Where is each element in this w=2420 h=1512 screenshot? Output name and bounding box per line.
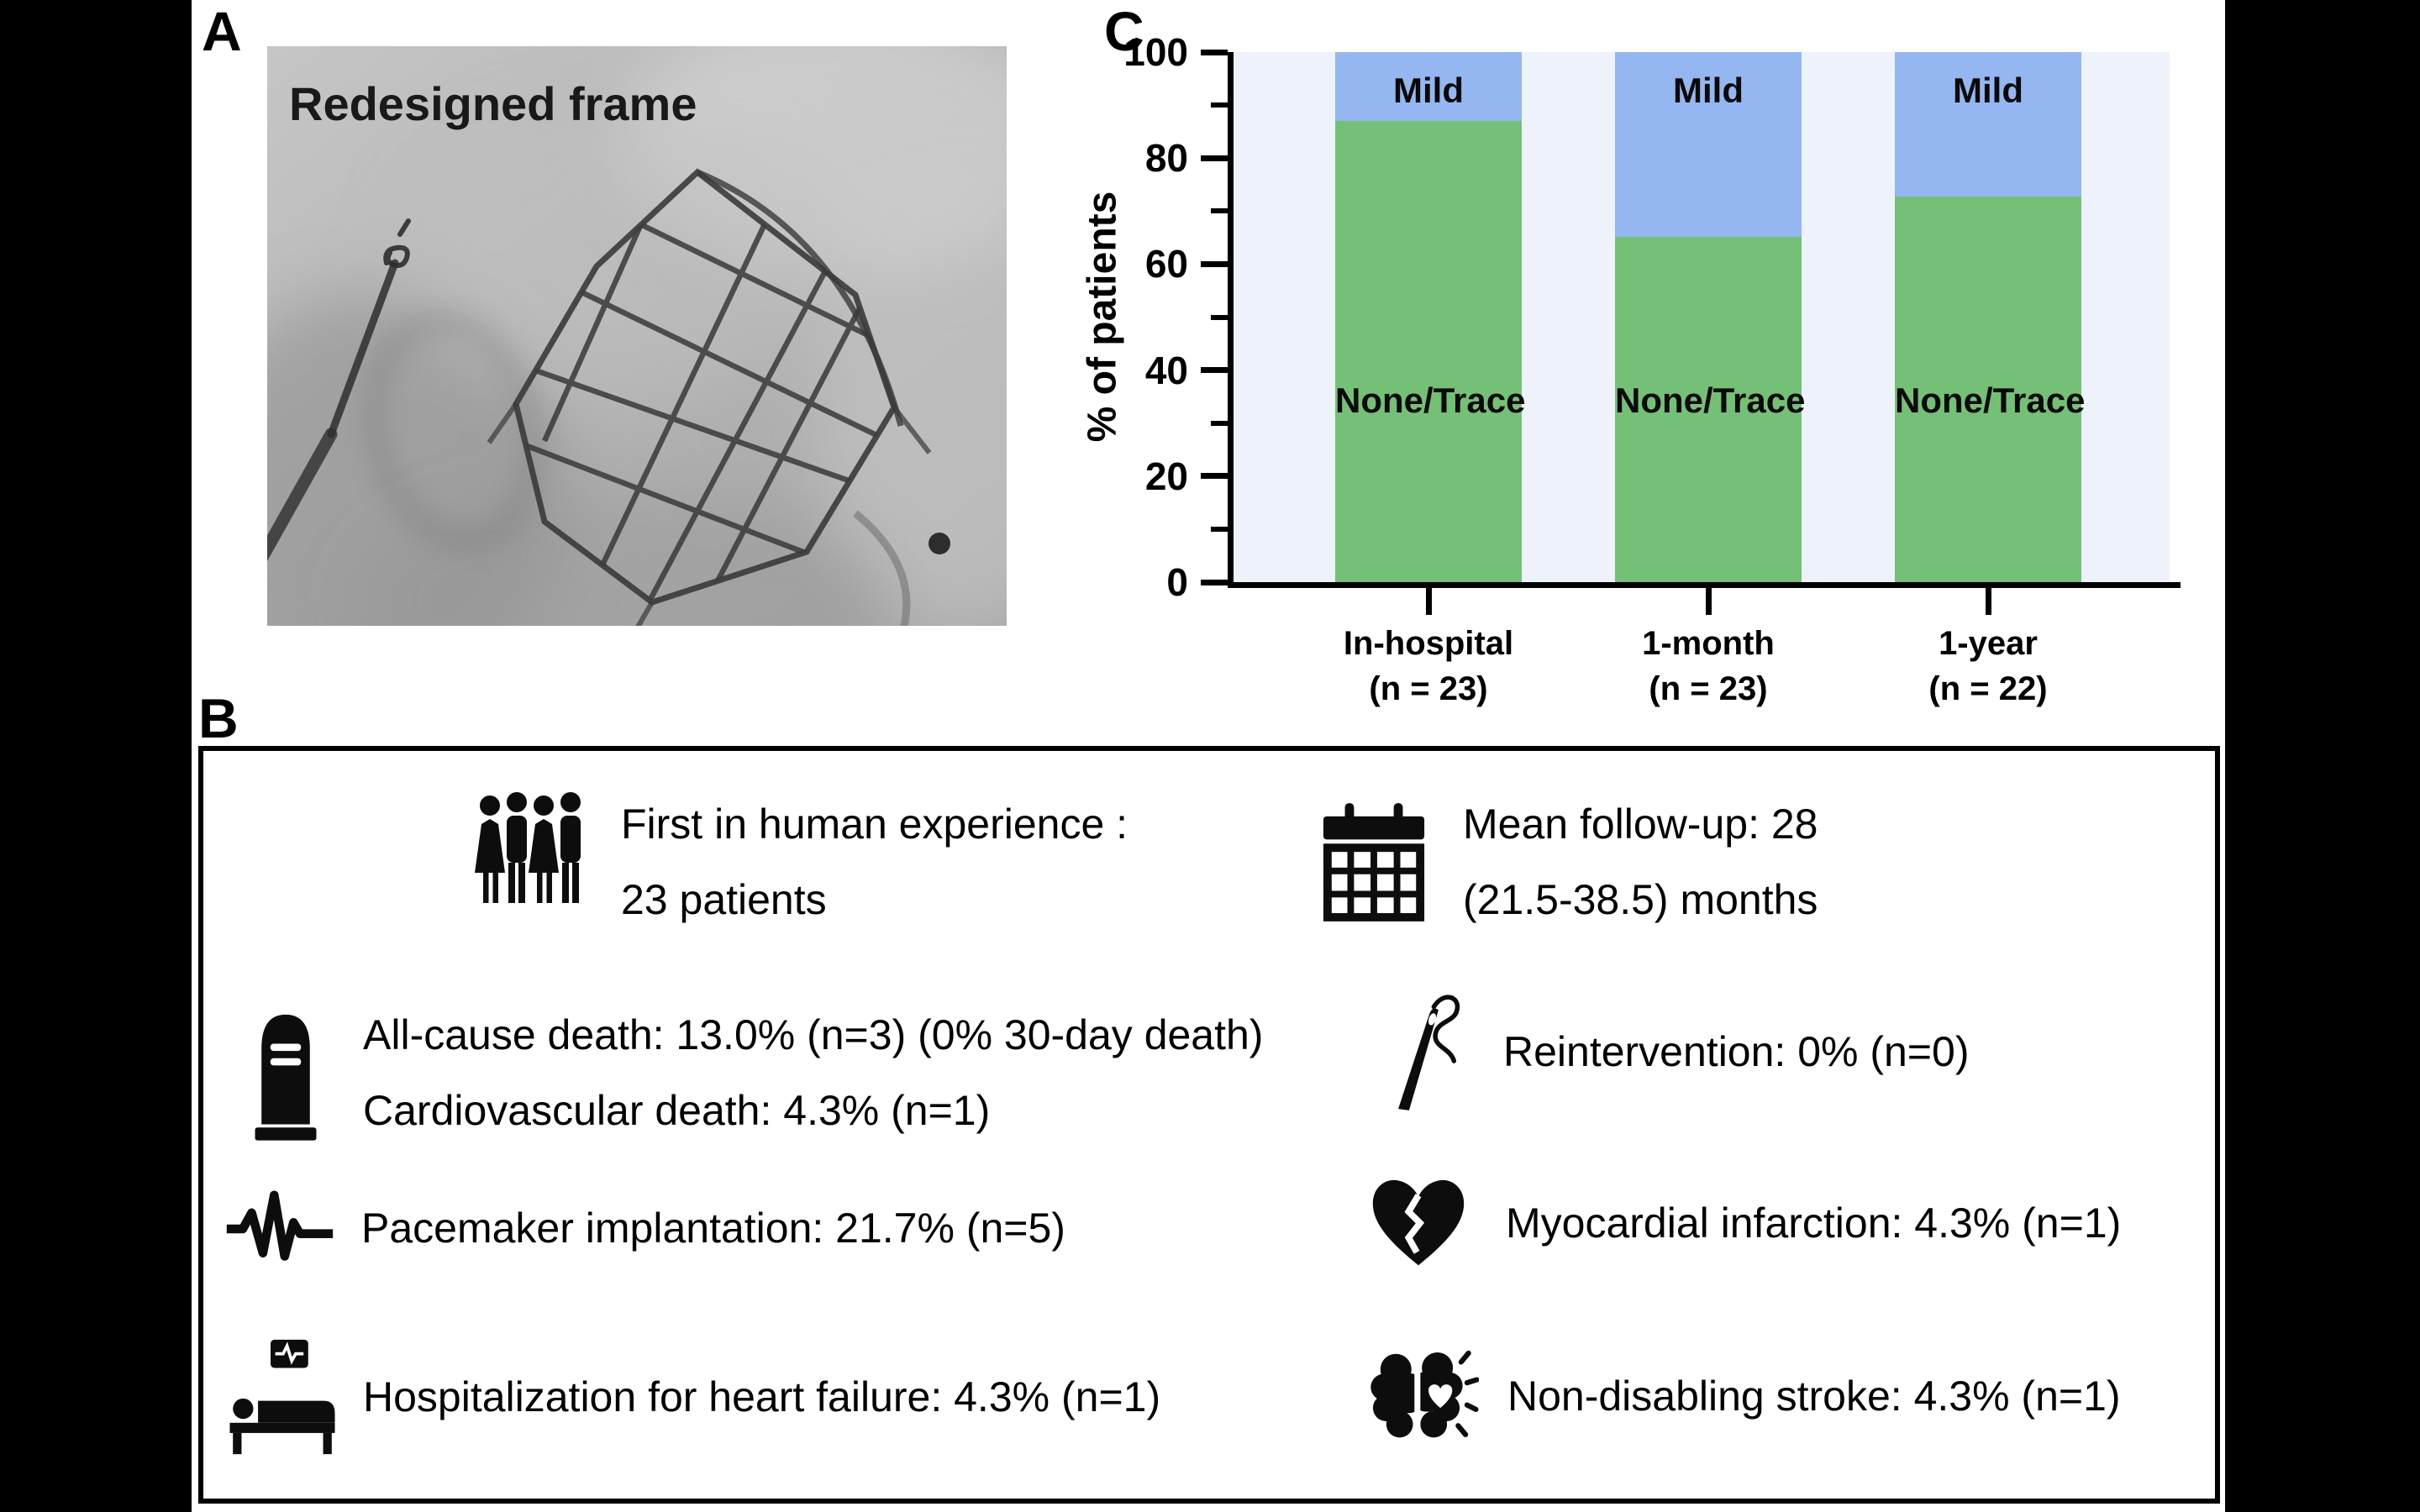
brain-stroke-icon bbox=[1370, 1347, 1479, 1441]
x-category-n: (n = 22) bbox=[1928, 670, 2048, 707]
outcome-item-reintervention: Reintervention: 0% (n=0) bbox=[1389, 984, 1969, 1119]
stacked-bar: Mild None/Trace bbox=[1615, 52, 1806, 582]
panel-a-label: A bbox=[202, 0, 242, 62]
outcome-line: All-cause death: 13.0% (n=3) (0% 30-day … bbox=[363, 1011, 1264, 1058]
y-tick-label: 100 bbox=[1123, 30, 1188, 74]
y-minor-tick bbox=[1211, 526, 1228, 532]
outcome-item-mi: Myocardial infarction: 4.3% (n=1) bbox=[1368, 1168, 2121, 1278]
outcome-line: Myocardial infarction: 4.3% (n=1) bbox=[1506, 1200, 2122, 1247]
y-major-tick bbox=[1201, 260, 1228, 267]
y-tick-label: 40 bbox=[1144, 348, 1188, 392]
y-major-tick bbox=[1201, 367, 1228, 374]
bar-segment-mild bbox=[1335, 52, 1522, 122]
y-major-tick bbox=[1201, 473, 1228, 480]
outcome-line: Reintervention: 0% (n=0) bbox=[1503, 1028, 1970, 1075]
y-major-tick bbox=[1201, 49, 1228, 55]
y-axis-line bbox=[1228, 52, 1234, 588]
stacked-bar: Mild None/Trace bbox=[1895, 52, 2086, 582]
calendar-icon bbox=[1323, 803, 1425, 921]
outcome-item-hf-hospitalization: Hospitalization for heart failure: 4.3% … bbox=[224, 1334, 1160, 1460]
xray-caption: Redesigned frame bbox=[289, 77, 697, 130]
outcome-text: Pacemaker implantation: 21.7% (n=5) bbox=[361, 1190, 1065, 1266]
outcome-text: Hospitalization for heart failure: 4.3% … bbox=[363, 1359, 1160, 1435]
x-category-name: 1-month bbox=[1642, 625, 1775, 662]
y-tick-label: 20 bbox=[1144, 454, 1188, 498]
x-category-label: In-hospital (n = 23) bbox=[1277, 621, 1580, 711]
ecg-pulse-icon bbox=[226, 1190, 334, 1261]
x-tick bbox=[1985, 588, 1991, 615]
outcome-line: First in human experience : bbox=[621, 801, 1128, 848]
x-category-name: 1-year bbox=[1939, 625, 2038, 662]
x-category-n: (n = 23) bbox=[1649, 670, 1768, 707]
bar-label-none-trace: None/Trace bbox=[1895, 381, 2086, 420]
bar-label-none-trace: None/Trace bbox=[1615, 381, 1806, 420]
x-category-label: 1-year (n = 22) bbox=[1837, 621, 2139, 711]
x-category-name: In-hospital bbox=[1343, 625, 1514, 662]
bar-segment-mild bbox=[1615, 52, 1802, 237]
outcome-text: All-cause death: 13.0% (n=3) (0% 30-day … bbox=[363, 997, 1263, 1148]
bar-label-mild: Mild bbox=[1953, 71, 2023, 110]
outcome-text: Mean follow-up: 28 (21.5-38.5) months bbox=[1463, 786, 1818, 937]
bar-label-none-trace: None/Trace bbox=[1335, 381, 1526, 420]
outcome-line: Cardiovascular death: 4.3% (n=1) bbox=[363, 1087, 991, 1134]
bar-segment-none-trace bbox=[1615, 236, 1802, 582]
y-minor-tick bbox=[1211, 314, 1228, 320]
x-tick bbox=[1425, 588, 1432, 615]
annulus-ring-shadow bbox=[368, 316, 539, 546]
x-axis-line bbox=[1228, 582, 2181, 588]
hospital-bed-icon bbox=[229, 1339, 335, 1455]
y-axis-title: % of patients bbox=[1080, 191, 1125, 443]
tombstone-icon bbox=[255, 1014, 317, 1141]
needle-thread-icon bbox=[1398, 995, 1460, 1110]
bar-segment-mild bbox=[1895, 52, 2081, 197]
bar-label-mild: Mild bbox=[1673, 71, 1744, 110]
bar-segment-none-trace bbox=[1895, 197, 2081, 582]
outcome-text: First in human experience : 23 patients bbox=[621, 786, 1128, 937]
figure-content: A C B bbox=[183, 0, 2225, 1512]
outcome-line: Hospitalization for heart failure: 4.3% … bbox=[363, 1373, 1161, 1420]
guidewire-curve bbox=[853, 510, 911, 634]
people-group-icon bbox=[475, 792, 581, 903]
y-tick-label: 0 bbox=[1166, 560, 1188, 604]
y-major-tick bbox=[1201, 579, 1228, 585]
outcome-line: Mean follow-up: 28 bbox=[1463, 801, 1818, 848]
x-category-label: 1-month (n = 23) bbox=[1557, 621, 1860, 711]
outcome-item-followup: Mean follow-up: 28 (21.5-38.5) months bbox=[1320, 788, 1818, 936]
y-major-tick bbox=[1201, 155, 1228, 161]
y-minor-tick bbox=[1211, 208, 1228, 214]
outcome-item-patients: First in human experience : 23 patients bbox=[475, 780, 1128, 944]
panel-c-label: C bbox=[1104, 0, 1144, 62]
xray-graphic: Redesigned frame bbox=[183, 4, 1116, 710]
outcome-line: (21.5-38.5) months bbox=[1463, 876, 1818, 923]
broken-heart-icon bbox=[1372, 1179, 1465, 1266]
panel-b-label: B bbox=[198, 687, 239, 749]
marker-dot bbox=[929, 533, 950, 554]
fluoroscopy-image: Redesigned frame bbox=[183, 4, 1116, 710]
y-tick-label: 60 bbox=[1144, 242, 1188, 286]
catheter-wire bbox=[254, 218, 411, 567]
x-tick bbox=[1705, 588, 1712, 615]
outcome-line: 23 patients bbox=[621, 876, 827, 923]
outcome-line: Pacemaker implantation: 21.7% (n=5) bbox=[361, 1205, 1065, 1252]
stent-mesh bbox=[487, 168, 932, 636]
panel-c-chart: % of patients 0 20 40 60 80 100 Mild None/Trac… bbox=[1081, 30, 2181, 707]
bar-label-mild: Mild bbox=[1393, 71, 1464, 110]
outcome-text: Myocardial infarction: 4.3% (n=1) bbox=[1506, 1185, 2121, 1261]
stacked-bar: Mild None/Trace bbox=[1335, 52, 1526, 582]
y-minor-tick bbox=[1211, 102, 1228, 108]
bar-segment-none-trace bbox=[1335, 121, 1522, 582]
outcome-line: Non-disabling stroke: 4.3% (n=1) bbox=[1507, 1373, 2121, 1420]
outcome-item-death: All-cause death: 13.0% (n=3) (0% 30-day … bbox=[245, 996, 1263, 1149]
outcome-item-stroke: Non-disabling stroke: 4.3% (n=1) bbox=[1366, 1331, 2121, 1462]
outcome-text: Non-disabling stroke: 4.3% (n=1) bbox=[1507, 1358, 2121, 1434]
outcome-item-pacemaker: Pacemaker implantation: 21.7% (n=5) bbox=[224, 1178, 1065, 1278]
y-minor-tick bbox=[1211, 420, 1228, 426]
outcome-text: Reintervention: 0% (n=0) bbox=[1503, 1014, 1969, 1089]
y-tick-label: 80 bbox=[1144, 136, 1188, 181]
x-category-n: (n = 23) bbox=[1369, 670, 1488, 707]
